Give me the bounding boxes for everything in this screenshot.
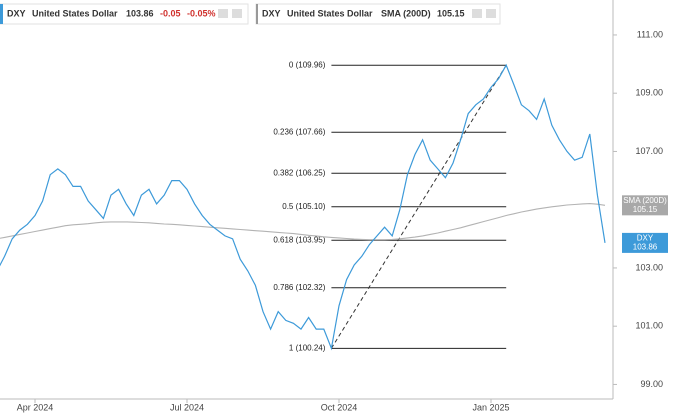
price-tag-name: DXY xyxy=(637,234,654,243)
price-tag xyxy=(622,232,668,253)
legend-icon[interactable] xyxy=(472,9,482,18)
price-tag-value: 103.86 xyxy=(633,243,658,252)
x-tick-label: Oct 2024 xyxy=(321,402,358,412)
legend-description: United States Dollar xyxy=(287,8,373,18)
legend-last: 103.86 xyxy=(126,8,154,18)
fib-label: 0.236 (107.66) xyxy=(273,127,325,136)
x-tick-label: Apr 2024 xyxy=(17,402,54,412)
series-line xyxy=(0,203,606,241)
price-tag-value: 105.15 xyxy=(633,205,658,214)
x-tick-label: Jan 2025 xyxy=(472,402,509,412)
legend-icon[interactable] xyxy=(218,9,228,18)
price-tag-name: SMA (200D) xyxy=(623,196,667,205)
plot-area: 0 (109.96) 0.236 (107.66) 0.382 (106.25) 0.… xyxy=(0,60,606,352)
legend-sma: SMA (200D) xyxy=(381,8,431,18)
legend-accent xyxy=(0,4,3,24)
y-tick-label: 103.00 xyxy=(635,262,663,272)
legend-change-pct: -0.05% xyxy=(187,8,216,18)
legend-box[interactable] xyxy=(0,3,249,25)
legend-change: -0.05 xyxy=(160,8,181,18)
fib-label: 1 (100.24) xyxy=(289,343,326,352)
y-tick-label: 101.00 xyxy=(635,321,663,331)
legend-symbol: DXY xyxy=(7,8,26,18)
y-tick-label: 109.00 xyxy=(635,88,663,98)
price-tag xyxy=(622,195,668,216)
y-tick-label: 99.00 xyxy=(640,379,663,389)
fib-label: 0.618 (103.95) xyxy=(273,235,325,244)
legend-description: United States Dollar xyxy=(32,8,118,18)
y-tick-label: 107.00 xyxy=(635,146,663,156)
fib-label: 0.382 (106.25) xyxy=(273,168,325,177)
fib-label: 0.786 (102.32) xyxy=(273,283,325,292)
fib-label: 0.5 (105.10) xyxy=(282,202,325,211)
legend-symbol: DXY xyxy=(262,8,281,18)
legend-sma-last: 105.15 xyxy=(437,8,465,18)
y-tick-label: 111.00 xyxy=(637,29,663,39)
legend-icon[interactable] xyxy=(232,9,242,18)
series-line xyxy=(0,63,606,351)
legend-icon[interactable] xyxy=(486,9,496,18)
fib-label: 0 (109.96) xyxy=(289,60,326,69)
x-tick-label: Jul 2024 xyxy=(170,402,204,412)
legend-accent xyxy=(256,4,258,24)
